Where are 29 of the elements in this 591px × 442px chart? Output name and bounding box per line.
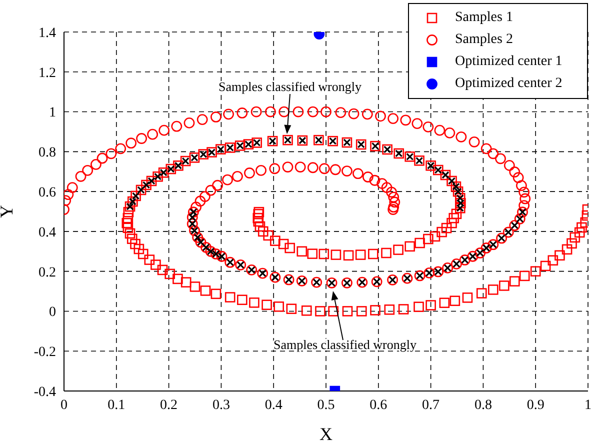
legend-label: Optimized center 2: [455, 76, 562, 92]
legend-label: Samples 1: [455, 10, 513, 26]
y-tick-label: -0.2: [34, 345, 56, 360]
x-tick-label: 0.9: [526, 398, 544, 413]
x-tick-label: 1: [584, 398, 591, 413]
x-tick-label: 0.2: [160, 398, 178, 413]
y-tick-label: 0.2: [38, 265, 56, 280]
x-tick-label: 0.3: [212, 398, 230, 413]
y-tick-label: 1.2: [38, 66, 56, 81]
x-tick-label: 0.1: [108, 398, 126, 413]
y-tick-label: 1: [49, 106, 56, 121]
x-tick-label: 0.5: [317, 398, 335, 413]
legend-label: Samples 2: [455, 32, 513, 48]
y-tick-label: 1.4: [38, 26, 56, 41]
y-tick-label: 0: [49, 305, 56, 320]
x-tick-label: 0: [60, 398, 68, 413]
y-tick-label: -0.4: [34, 384, 56, 400]
annotation: Samples classified wrongly: [218, 78, 362, 94]
x-tick-label: 0.8: [474, 398, 492, 413]
x-tick-label: 0.4: [264, 398, 282, 413]
legend-label: Optimized center 1: [455, 54, 562, 70]
y-tick-label: 0.4: [38, 225, 56, 240]
y-axis-title: Y: [0, 205, 16, 218]
x-tick-label: 0.6: [370, 398, 388, 413]
y-tick-label: 0.8: [38, 146, 56, 161]
annotation: Samples classified wrongly: [274, 336, 417, 352]
y-tick-label: 0.6: [38, 186, 56, 201]
x-axis-title: X: [320, 424, 332, 442]
x-tick-label: 0.7: [422, 398, 440, 413]
